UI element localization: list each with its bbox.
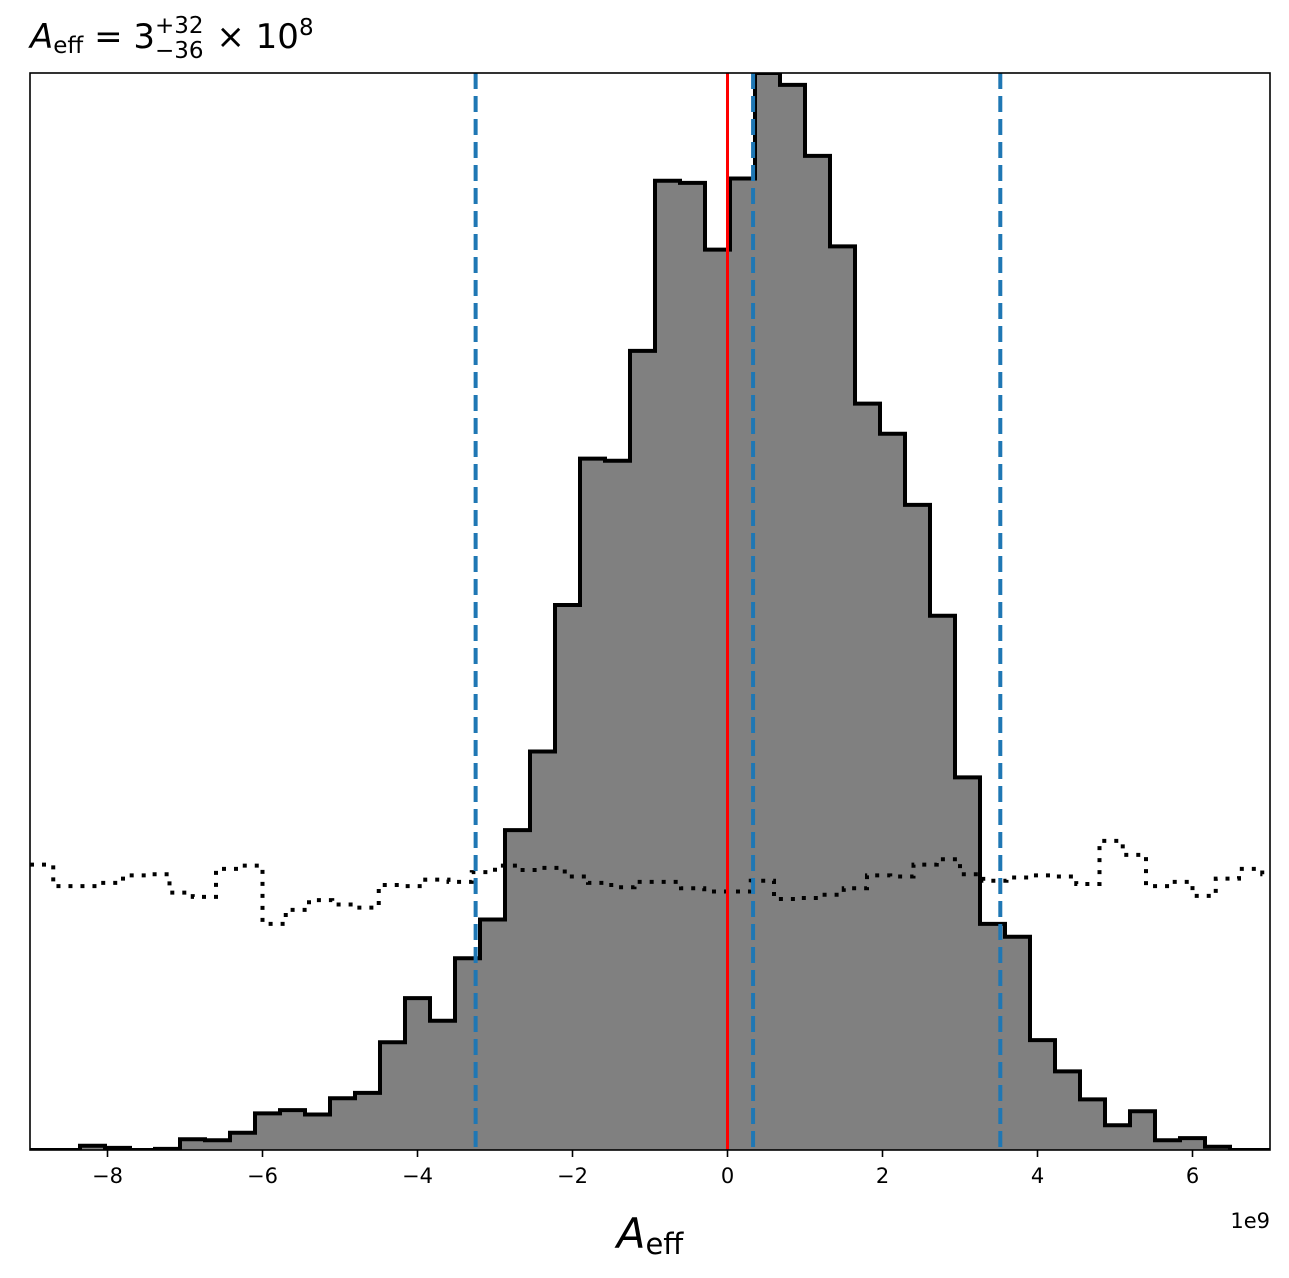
x-axis-label-sub: eff xyxy=(645,1227,684,1261)
x-axis-label: Aeff xyxy=(614,1209,685,1261)
histogram-bar xyxy=(904,504,931,1150)
x-tick-label: 6 xyxy=(1186,1164,1199,1188)
histogram-bar xyxy=(1029,1040,1056,1150)
histogram-bar xyxy=(779,84,806,1150)
histogram-bar xyxy=(180,1139,206,1150)
histogram-bar xyxy=(855,403,881,1150)
histogram-bar xyxy=(605,460,631,1150)
x-tick-label: 0 xyxy=(721,1164,734,1188)
plot-area xyxy=(30,73,1270,1150)
histogram-bar xyxy=(629,350,656,1150)
histogram-bar xyxy=(1154,1140,1181,1150)
histogram-bar xyxy=(680,182,706,1150)
histogram-bar xyxy=(805,155,831,1150)
histogram-bar xyxy=(580,458,606,1150)
histogram-bar xyxy=(480,919,506,1150)
title: Aeff = 3+32 −36 × 108 xyxy=(28,13,314,64)
x-tick-label: −4 xyxy=(402,1164,433,1188)
histogram-bar xyxy=(955,777,981,1150)
axes-frame xyxy=(29,72,1271,1151)
title-exponent: 8 xyxy=(299,15,314,41)
title-times: × 10 xyxy=(206,17,299,57)
histogram-bar xyxy=(354,1092,381,1150)
histogram-bar xyxy=(1054,1071,1081,1150)
histogram-bar xyxy=(830,246,856,1150)
x-tick-label: −8 xyxy=(92,1164,123,1188)
title-sup: +32 xyxy=(155,13,204,39)
x-tick-label: −2 xyxy=(557,1164,588,1188)
title-var-sub: eff xyxy=(53,33,84,59)
histogram-bar xyxy=(1004,936,1031,1150)
histogram-outline xyxy=(30,73,1270,1150)
histogram-bar xyxy=(229,1132,256,1150)
histogram-bar xyxy=(754,73,781,1150)
histogram-bar xyxy=(1080,1099,1106,1150)
histogram-bar xyxy=(430,1020,456,1150)
histogram-bar xyxy=(654,180,681,1150)
histogram-bar xyxy=(80,1145,106,1150)
x-offset-text: 1e9 xyxy=(1230,1209,1270,1233)
title-sub: −36 xyxy=(155,38,204,64)
prior-histogram xyxy=(30,838,1270,926)
histogram-bar xyxy=(529,751,556,1150)
x-axis-ticks: −8 −6 −4 −2 0 2 4 6 xyxy=(92,1150,1199,1188)
title-var: A xyxy=(28,17,53,57)
histogram-bar xyxy=(929,615,956,1150)
x-tick-label: −6 xyxy=(247,1164,278,1188)
title-equals: = 3 xyxy=(83,17,155,57)
histogram-bar xyxy=(879,433,906,1150)
histogram-bar xyxy=(205,1140,231,1150)
histogram-bar xyxy=(279,1110,306,1150)
histogram-bar xyxy=(555,605,581,1150)
histogram-bar xyxy=(330,1098,356,1150)
histogram-bar xyxy=(404,998,431,1150)
x-tick-label: 4 xyxy=(1031,1164,1044,1188)
histogram-bar xyxy=(1129,1111,1156,1150)
x-tick-label: 2 xyxy=(876,1164,889,1188)
histogram-bar xyxy=(379,1042,406,1150)
x-axis-label-var: A xyxy=(614,1209,646,1258)
histogram-bar xyxy=(305,1114,331,1150)
histogram-bar xyxy=(254,1113,281,1150)
histogram-bar xyxy=(1179,1138,1206,1150)
histogram-bar xyxy=(504,830,531,1150)
histogram-bar xyxy=(1105,1125,1131,1150)
svg-text:Aeff = 3+32−36 × 108: Aeff = 3+32 −36 × 108 xyxy=(28,13,314,64)
